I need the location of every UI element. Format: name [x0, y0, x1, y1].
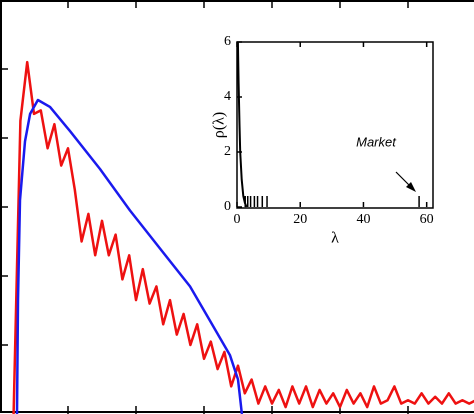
x-tick-label: 0	[234, 212, 241, 227]
y-tick-label: 4	[224, 89, 231, 104]
y-tick-label: 6	[224, 34, 231, 49]
y-tick-label: 2	[224, 144, 231, 159]
x-tick-label: 40	[356, 212, 370, 227]
x-tick-label: 20	[293, 212, 307, 227]
inset-frame	[236, 41, 434, 209]
data-line	[12, 60, 474, 414]
y-tick-label: 0	[224, 199, 231, 214]
inset-x-label: λ	[331, 230, 339, 247]
annotation: Market	[356, 134, 397, 149]
inset-y-label: ρ(λ)	[211, 112, 228, 138]
inset-background	[237, 42, 433, 208]
annotation-arrowhead	[406, 182, 416, 192]
x-tick-label: 60	[420, 212, 434, 227]
data-line	[15, 98, 244, 414]
